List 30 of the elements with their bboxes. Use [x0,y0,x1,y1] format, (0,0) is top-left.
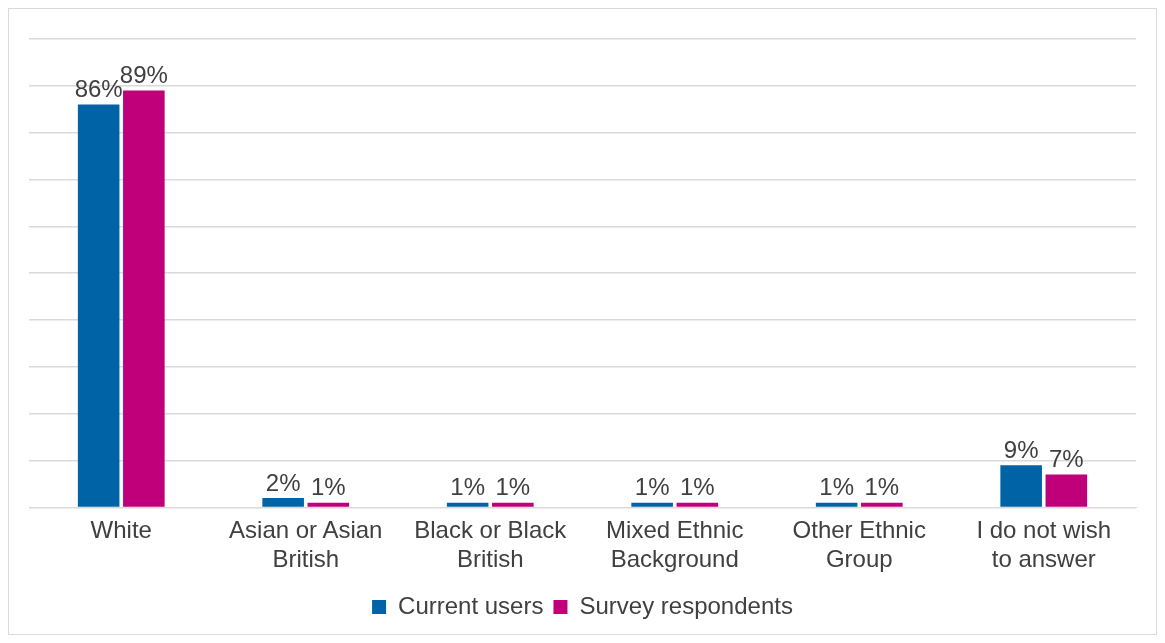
data-label: 1% [864,473,900,501]
bar [861,502,903,507]
bar [815,502,858,507]
data-label: 1% [450,473,485,501]
x-tick-label: Black or Black British [414,516,568,573]
bar [1000,465,1042,507]
bar [676,502,719,507]
x-tick-label: White [90,516,152,544]
data-label: 1% [495,473,531,501]
x-tick-label: Other Ethnic Group [792,516,926,573]
legend-label: Current users [398,591,544,619]
data-label: 1% [680,473,715,501]
bar [262,498,304,507]
data-label: 1% [819,473,854,501]
data-label: 9% [1003,435,1039,463]
data-label: 1% [634,473,670,501]
bar [77,104,120,507]
x-tick-label: I do not wish to answer [976,516,1112,573]
bar [631,502,673,507]
x-tick-label: Mixed Ethnic Background [606,516,744,573]
bar [492,502,534,507]
bar [446,502,489,507]
bar [123,90,165,507]
data-label: 7% [1049,445,1084,473]
data-label: 1% [311,473,346,501]
x-tick-label: Asian or Asian British [229,516,383,573]
legend-label: Survey respondents [579,591,793,619]
data-label: 2% [265,468,301,496]
bar [307,502,350,507]
bar [1045,474,1088,507]
